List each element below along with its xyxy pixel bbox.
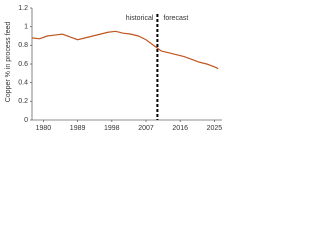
annotation: forecast	[163, 15, 188, 22]
y-tick-label: 0	[24, 117, 28, 124]
annotation: historical	[126, 15, 154, 22]
x-tick-label: 1998	[104, 125, 120, 132]
y-tick-label: 0.4	[18, 80, 28, 87]
x-tick-label: 2025	[207, 125, 223, 132]
data-line	[31, 30, 219, 70]
y-tick-label: 0.8	[18, 42, 28, 49]
x-tick-label: 1980	[36, 125, 52, 132]
x-tick-label: 1989	[70, 125, 86, 132]
y-axis-label: Copper % in process feed	[5, 22, 12, 103]
y-tick-label: 1	[24, 24, 28, 31]
y-tick-label: 1.2	[18, 5, 28, 12]
chart: Copper % in process feed 0 0.2 0.4 0.6 0.8 1 1…	[5, 5, 223, 132]
x-tick-label: 2016	[172, 125, 188, 132]
x-tick-label: 2007	[138, 125, 154, 132]
y-tick-label: 0.6	[18, 61, 28, 68]
y-tick-label: 0.2	[18, 98, 28, 105]
